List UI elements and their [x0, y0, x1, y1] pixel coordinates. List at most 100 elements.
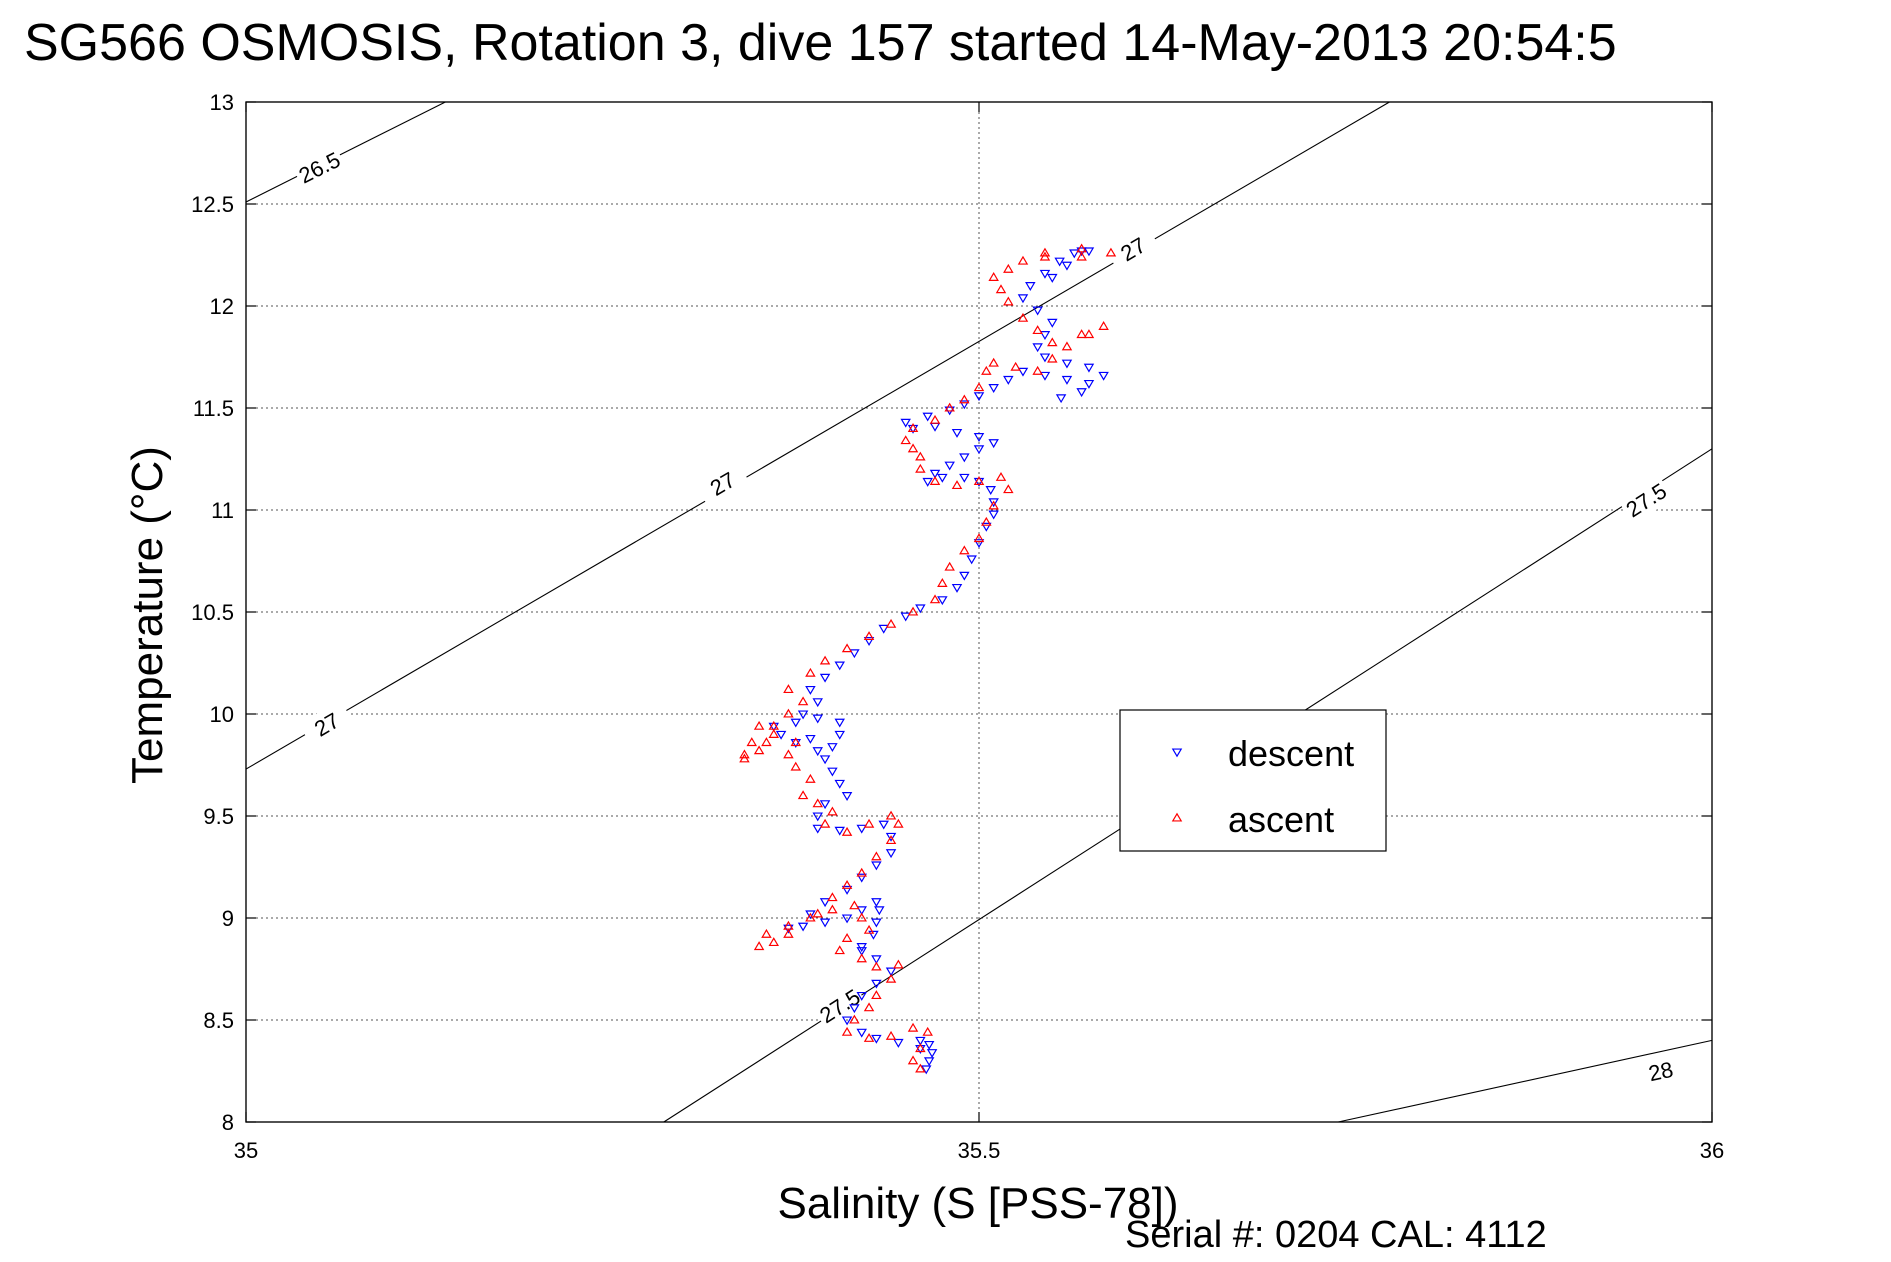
ascent-point	[841, 1026, 853, 1036]
descent-point	[973, 392, 985, 402]
y-tick-label: 9.5	[203, 804, 234, 829]
ascent-point	[915, 1063, 926, 1073]
descent-point	[885, 849, 897, 859]
ascent-point	[805, 912, 816, 922]
descent-point	[871, 955, 882, 965]
ascent-point	[834, 945, 845, 955]
descent-point	[841, 914, 853, 924]
descent-point	[1061, 359, 1073, 369]
descent-point	[973, 445, 985, 455]
isopycnal-label-background	[1634, 1052, 1688, 1090]
ascent-point	[1003, 263, 1014, 273]
isopycnal-label-background	[811, 980, 868, 1031]
ascent-point	[907, 443, 919, 453]
ascent-point	[915, 451, 926, 461]
descent-point	[959, 473, 970, 483]
ascent-point	[1105, 247, 1117, 257]
ascent-point	[841, 643, 853, 653]
ascent-point	[1083, 329, 1095, 339]
descent-point	[973, 433, 985, 442]
ascent-point	[900, 435, 911, 445]
descent-point	[834, 718, 845, 728]
descent-point	[900, 612, 911, 622]
ascent-point	[988, 500, 999, 510]
ascent-point	[1010, 361, 1021, 371]
ascent-point	[951, 480, 963, 490]
serial-cal-footer: Serial #: 0204 CAL: 4112	[1125, 1214, 1547, 1256]
ascent-point	[959, 394, 970, 404]
descent-point	[834, 826, 845, 836]
data-points	[739, 243, 1117, 1075]
ascent-point	[1003, 296, 1014, 306]
ascent-point	[871, 851, 882, 861]
descent-point	[1061, 261, 1073, 271]
ascent-point	[915, 463, 926, 473]
ascent-point	[973, 533, 985, 543]
ascent-point	[885, 1030, 897, 1040]
ascent-point	[746, 737, 758, 747]
ascent-point	[871, 990, 882, 1000]
ascent-point	[893, 818, 904, 828]
ascent-point	[797, 790, 809, 800]
ascent-point	[797, 696, 809, 706]
ascent-point	[907, 606, 919, 616]
ascent-point	[929, 414, 941, 424]
isopycnal-label-background	[1105, 224, 1161, 274]
ascent-point	[819, 655, 831, 665]
descent-point	[929, 469, 941, 479]
ascent-point	[981, 516, 992, 526]
descent-point	[988, 439, 999, 449]
descent-point	[805, 734, 816, 744]
legend-label-ascent: ascent	[1228, 799, 1334, 840]
descent-point	[923, 1040, 935, 1050]
ascent-point	[827, 904, 838, 914]
descent-point	[915, 1036, 926, 1046]
isopycnal-label-background	[694, 459, 751, 508]
descent-point	[1061, 375, 1073, 385]
isopycnal-label-background	[298, 700, 355, 749]
y-tick-label: 8.5	[203, 1008, 234, 1033]
descent-point	[812, 824, 823, 834]
isopycnal-label-background	[1618, 475, 1674, 525]
descent-point	[878, 624, 889, 634]
ascent-point	[1061, 341, 1073, 351]
descent-point	[856, 824, 867, 834]
ascent-point	[1076, 251, 1087, 261]
descent-point	[841, 1016, 853, 1026]
ascent-point	[812, 908, 823, 918]
ascent-point	[739, 753, 750, 763]
isopycnal-line	[245, 101, 446, 203]
isopycnal-line	[245, 101, 1390, 770]
descent-point	[937, 473, 948, 483]
ascent-point	[768, 937, 780, 947]
ascent-point	[973, 476, 985, 485]
ascent-point	[819, 818, 831, 828]
ascent-point	[915, 1043, 926, 1053]
ascent-point	[893, 959, 904, 969]
descent-point	[981, 522, 992, 532]
ascent-point	[827, 892, 838, 902]
descent-point	[834, 779, 845, 789]
descent-point	[1054, 257, 1065, 267]
legend-box	[1119, 709, 1387, 852]
ascent-point	[739, 749, 750, 759]
y-tick-label: 13	[210, 90, 234, 115]
descent-point	[834, 661, 845, 671]
descent-point	[900, 418, 911, 428]
ascent-point	[805, 667, 816, 677]
ascent-point	[907, 1055, 919, 1065]
legend-marker-ascent	[1171, 812, 1183, 822]
ascent-point	[768, 729, 780, 738]
descent-point	[827, 767, 838, 777]
descent-point	[775, 730, 787, 740]
descent-point	[1003, 375, 1014, 385]
descent-point	[959, 453, 970, 463]
legend-entries: descent ascent	[1171, 733, 1354, 840]
descent-point	[819, 898, 831, 908]
descent-point	[841, 885, 853, 895]
legend-label-descent: descent	[1228, 733, 1354, 774]
descent-point	[868, 930, 879, 940]
descent-point	[856, 873, 867, 883]
